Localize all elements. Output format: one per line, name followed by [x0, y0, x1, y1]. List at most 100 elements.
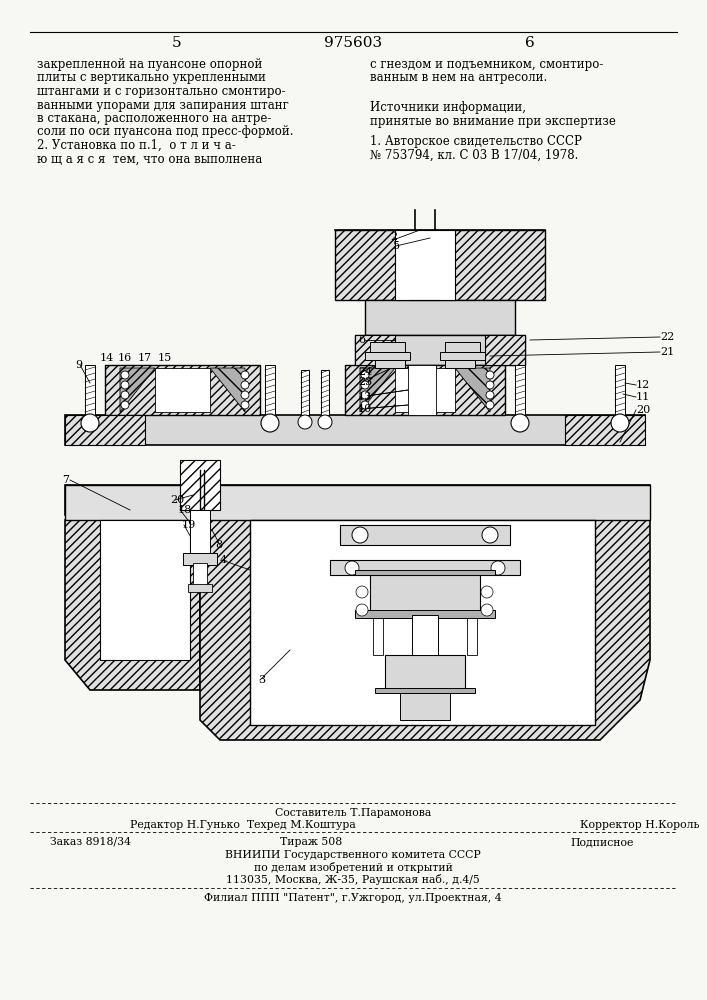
Text: 17: 17	[138, 353, 152, 363]
Text: 16: 16	[118, 353, 132, 363]
Text: плиты с вертикально укрепленными: плиты с вертикально укрепленными	[37, 72, 266, 85]
Bar	[183, 553, 217, 565]
Bar	[355, 335, 525, 365]
Bar	[301, 370, 309, 415]
Text: принятые во внимание при экспертизе: принятые во внимание при экспертизе	[370, 115, 616, 128]
Bar	[408, 365, 436, 410]
Bar	[105, 365, 260, 415]
Text: Филиал ППП "Патент", г.Ужгород, ул.Проектная, 4: Филиал ППП "Патент", г.Ужгород, ул.Проек…	[204, 893, 502, 903]
Text: 3: 3	[258, 675, 265, 685]
Text: ю щ а я с я  тем, что она выполнена: ю щ а я с я тем, что она выполнена	[37, 152, 262, 165]
Text: Источники информации,: Источники информации,	[370, 101, 526, 114]
Circle shape	[261, 414, 279, 432]
Bar	[355, 610, 495, 618]
Bar	[250, 520, 595, 725]
Text: 8: 8	[215, 540, 222, 550]
Circle shape	[318, 415, 332, 429]
Text: Тираж 508: Тираж 508	[280, 837, 342, 847]
Polygon shape	[210, 368, 245, 412]
Bar	[408, 365, 436, 415]
Circle shape	[356, 586, 368, 598]
Text: 23: 23	[358, 377, 373, 387]
Text: 12: 12	[636, 380, 650, 390]
Bar	[375, 360, 405, 368]
Text: 7: 7	[62, 475, 69, 485]
Circle shape	[121, 371, 129, 379]
Text: 6: 6	[525, 36, 535, 50]
Text: 975603: 975603	[324, 36, 382, 50]
Bar	[515, 365, 525, 415]
Bar	[385, 655, 465, 690]
Text: Корректор Н.Король: Корректор Н.Король	[580, 820, 699, 830]
Polygon shape	[120, 368, 155, 412]
Circle shape	[352, 527, 368, 543]
Polygon shape	[200, 520, 650, 740]
Bar	[395, 230, 455, 300]
Bar	[445, 360, 475, 368]
Text: в стакана, расположенного на антре-: в стакана, расположенного на антре-	[37, 112, 271, 125]
Bar	[321, 370, 329, 415]
Circle shape	[241, 391, 249, 399]
Bar	[65, 415, 645, 445]
Text: 22: 22	[660, 332, 674, 342]
Bar	[345, 365, 505, 415]
Text: 18: 18	[178, 505, 192, 515]
Text: Редактор Н.Гунько  Техред М.Коштура: Редактор Н.Гунько Техред М.Коштура	[130, 820, 356, 830]
Bar	[265, 365, 275, 415]
Circle shape	[241, 371, 249, 379]
Text: 2: 2	[390, 232, 397, 242]
Bar	[355, 570, 495, 575]
Bar	[330, 560, 520, 575]
Bar	[85, 365, 95, 415]
Text: 11: 11	[636, 392, 650, 402]
Text: 24: 24	[358, 367, 373, 377]
Bar	[445, 342, 480, 352]
Bar	[400, 693, 450, 720]
Text: штангами и с горизонтально смонтиро-: штангами и с горизонтально смонтиро-	[37, 85, 286, 98]
Text: ванным в нем на антресоли.: ванным в нем на антресоли.	[370, 72, 547, 85]
Circle shape	[611, 414, 629, 432]
Bar	[485, 335, 525, 365]
Text: 10: 10	[358, 404, 373, 414]
Polygon shape	[455, 368, 490, 412]
Text: 21: 21	[660, 347, 674, 357]
Circle shape	[356, 604, 368, 616]
Text: № 753794, кл. С 03 В 17/04, 1978.: № 753794, кл. С 03 В 17/04, 1978.	[370, 148, 578, 161]
Bar	[467, 617, 477, 655]
Circle shape	[241, 401, 249, 409]
Bar	[370, 575, 480, 615]
Bar	[373, 617, 383, 655]
Circle shape	[241, 381, 249, 389]
Circle shape	[121, 401, 129, 409]
Polygon shape	[65, 485, 650, 520]
Bar	[365, 300, 515, 335]
Circle shape	[511, 414, 529, 432]
Circle shape	[486, 401, 494, 409]
Bar	[340, 525, 510, 545]
Bar	[100, 520, 190, 660]
Text: 5: 5	[173, 36, 182, 50]
Bar	[615, 365, 625, 415]
Text: 20: 20	[170, 495, 185, 505]
Polygon shape	[65, 520, 200, 690]
Bar	[365, 352, 410, 360]
Text: с гнездом и подъемником, смонтиро-: с гнездом и подъемником, смонтиро-	[370, 58, 603, 71]
Text: ВНИИПИ Государственного комитета СССР: ВНИИПИ Государственного комитета СССР	[225, 850, 481, 860]
Circle shape	[481, 586, 493, 598]
Bar	[355, 335, 395, 365]
Text: соли по оси пуансона под пресс-формой.: соли по оси пуансона под пресс-формой.	[37, 125, 293, 138]
Text: 15: 15	[158, 353, 173, 363]
Bar	[565, 415, 645, 445]
Circle shape	[361, 381, 369, 389]
Circle shape	[361, 391, 369, 399]
Bar	[65, 415, 145, 445]
Text: 4: 4	[220, 555, 227, 565]
Text: 113035, Москва, Ж-35, Раушская наб., д.4/5: 113035, Москва, Ж-35, Раушская наб., д.4…	[226, 874, 480, 885]
Bar	[155, 368, 210, 412]
Bar	[440, 352, 485, 360]
Polygon shape	[360, 368, 395, 412]
Bar	[180, 460, 220, 510]
Text: 13: 13	[358, 392, 373, 402]
Text: 6: 6	[358, 335, 365, 345]
Bar	[395, 368, 455, 412]
